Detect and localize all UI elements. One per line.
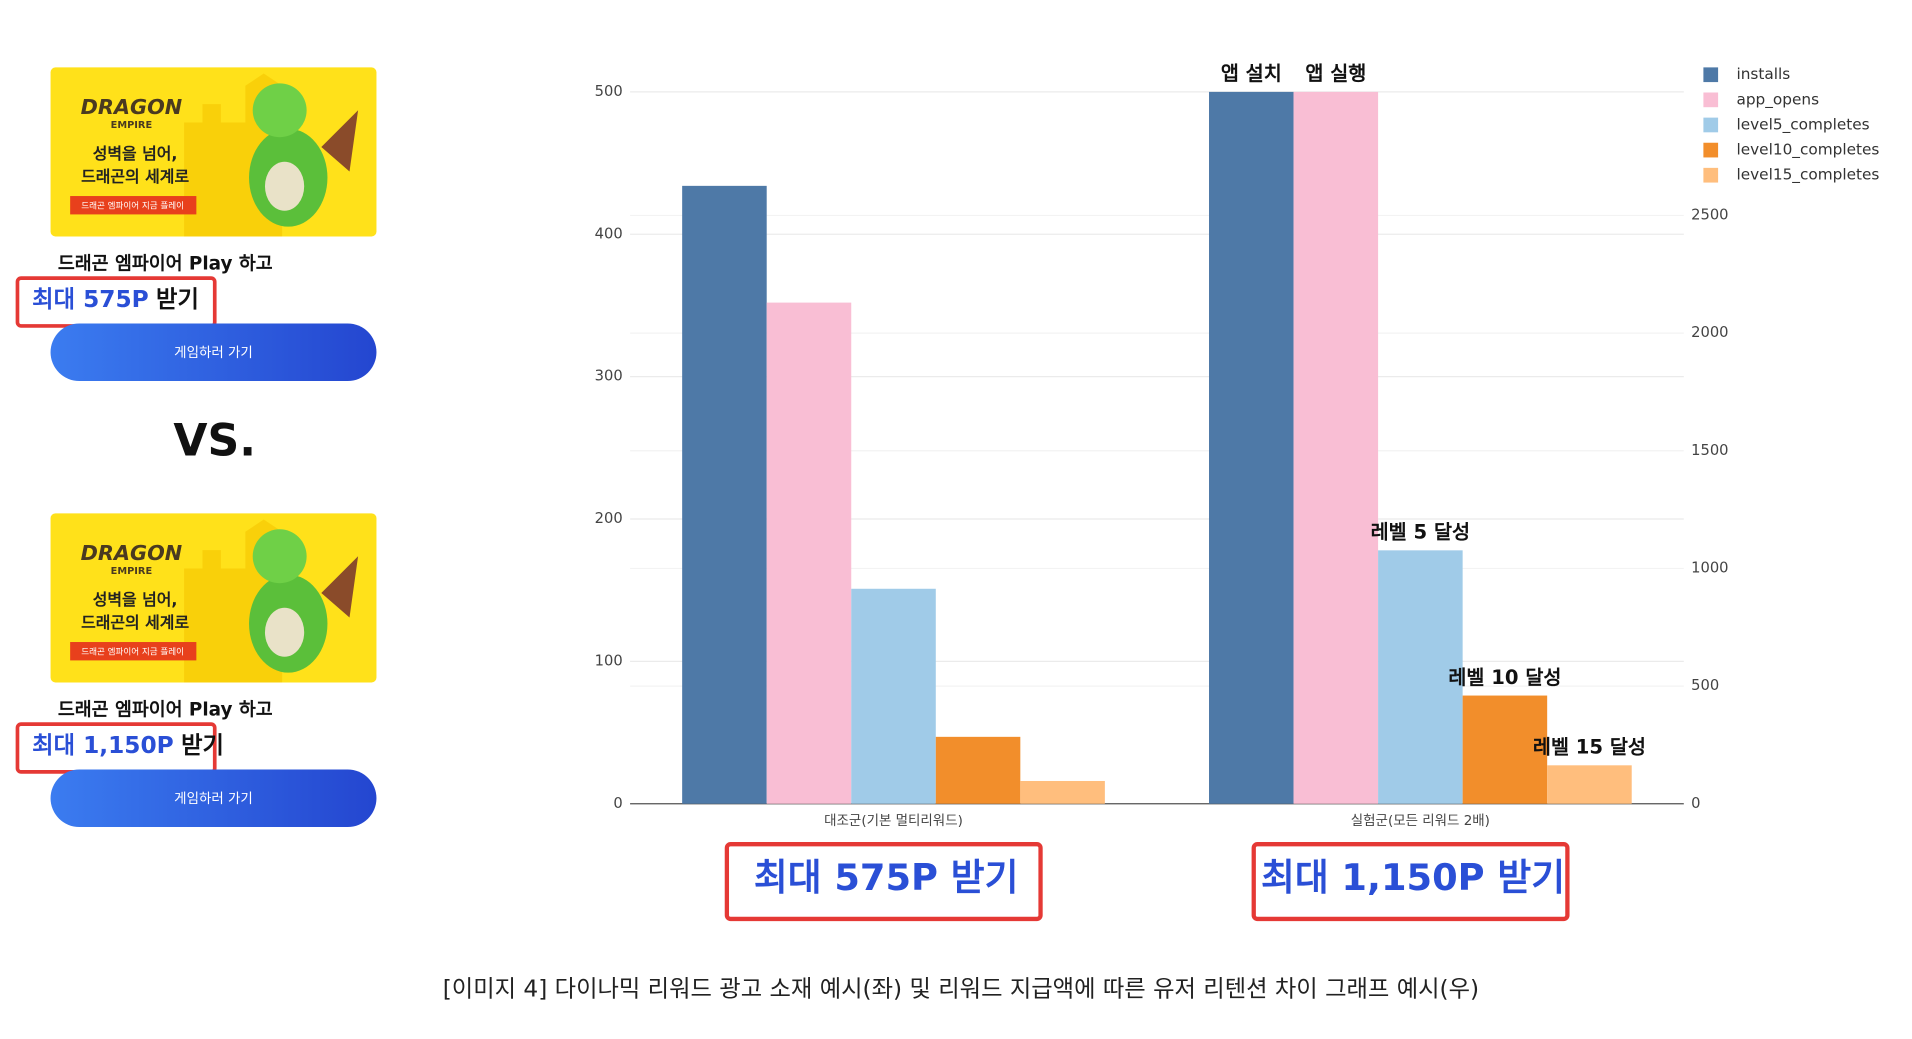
bar (935, 736, 1021, 804)
game-logo: DRAGON (81, 541, 183, 565)
bar (851, 588, 936, 804)
highlight-box (724, 842, 1043, 922)
ad-headline: 드래곤의 세계로 (81, 613, 189, 632)
reward-suffix: 받기 (181, 732, 224, 759)
bar (1209, 91, 1294, 804)
reward-amount: 최대 575P (32, 286, 149, 313)
y2-tick-label: 1000 (1691, 559, 1728, 576)
dragon-wing (321, 556, 359, 618)
reward-text: 최대 1,150P 받기 (32, 732, 224, 759)
bar (1020, 780, 1105, 804)
annotation: 앱 설치 (1221, 62, 1282, 85)
bar (1293, 91, 1379, 804)
ad-badge-text: 드래곤 엠파이어 지금 플레이 (81, 199, 184, 211)
game-logo: DRAGON (81, 95, 183, 119)
play-button-label[interactable]: 게임하러 가기 (174, 791, 253, 807)
bar (1547, 765, 1632, 804)
reward-label: 최대 1,150P 받기 (1261, 856, 1565, 899)
ad-headline: 성벽을 넘어, (93, 144, 178, 163)
legend-swatch (1703, 167, 1719, 183)
y-tick-label: 400 (595, 225, 623, 242)
ad-headline: 성벽을 넘어, (93, 590, 178, 609)
legend-label: installs (1736, 65, 1790, 83)
dragon-head (252, 529, 307, 584)
annotation: 레벨 5 달성 (1371, 521, 1470, 544)
legend-label: app_opens (1736, 90, 1819, 109)
play-button[interactable] (50, 323, 377, 382)
y-tick-label: 200 (595, 510, 623, 527)
y-tick-label: 300 (595, 368, 623, 385)
legend-label: level5_completes (1736, 115, 1869, 134)
play-button-label[interactable]: 게임하러 가기 (174, 345, 253, 361)
dragon-egg (264, 607, 305, 657)
y-tick-label: 100 (595, 652, 623, 669)
y2-tick-label: 0 (1691, 795, 1700, 812)
dragon-wing (321, 110, 359, 172)
y2-tick-label: 2500 (1691, 206, 1728, 223)
reward-amount: 최대 1,150P (32, 732, 174, 759)
bar (1462, 695, 1548, 804)
legend-swatch (1703, 142, 1719, 158)
legend-swatch (1703, 117, 1719, 133)
dragon-egg (264, 161, 305, 211)
reward-label: 최대 575P 받기 (754, 856, 1018, 899)
caption: [이미지 4] 다이나믹 리워드 광고 소재 예시(좌) 및 리워드 지급액에 … (443, 975, 1479, 1002)
reward-text: 최대 575P 받기 (32, 286, 199, 313)
game-logo-sub: EMPIRE (111, 120, 153, 131)
y2-tick-label: 500 (1691, 677, 1719, 694)
y2-tick-label: 2000 (1691, 324, 1728, 341)
game-logo-sub: EMPIRE (111, 566, 153, 577)
play-button[interactable] (50, 769, 377, 828)
vs-label: VS. (173, 416, 256, 467)
highlight-box (1251, 842, 1570, 922)
x-tick-label: 대조군(기본 멀티리워드) (824, 813, 963, 829)
ad-badge (70, 642, 197, 661)
legend-label: level10_completes (1736, 141, 1879, 160)
annotation: 앱 실행 (1305, 62, 1366, 85)
ad-badge (70, 196, 197, 215)
legend-label: level15_completes (1736, 166, 1879, 185)
bar (1378, 550, 1463, 804)
dragon-head (252, 83, 307, 138)
y2-tick-label: 1500 (1691, 442, 1728, 459)
x-tick-label: 실험군(모든 리워드 2배) (1351, 813, 1490, 829)
y-tick-label: 500 (595, 83, 623, 100)
legend-swatch (1703, 67, 1719, 83)
y-tick-label: 0 (613, 795, 622, 812)
annotation: 레벨 15 달성 (1533, 736, 1646, 759)
ad-headline: 드래곤의 세계로 (81, 167, 189, 186)
ad-badge-text: 드래곤 엠파이어 지금 플레이 (81, 645, 184, 657)
ad-title: 드래곤 엠파이어 Play 하고 (58, 254, 273, 275)
bar (766, 302, 852, 804)
reward-suffix: 받기 (156, 286, 199, 313)
bar (682, 185, 767, 804)
annotation: 레벨 10 달성 (1448, 666, 1561, 689)
legend-swatch (1703, 92, 1719, 108)
ad-title: 드래곤 엠파이어 Play 하고 (58, 700, 273, 721)
chart: 0 100 200 300 400 500 0 500 1000 1500 2000 2500 대조군(… (595, 62, 1879, 922)
